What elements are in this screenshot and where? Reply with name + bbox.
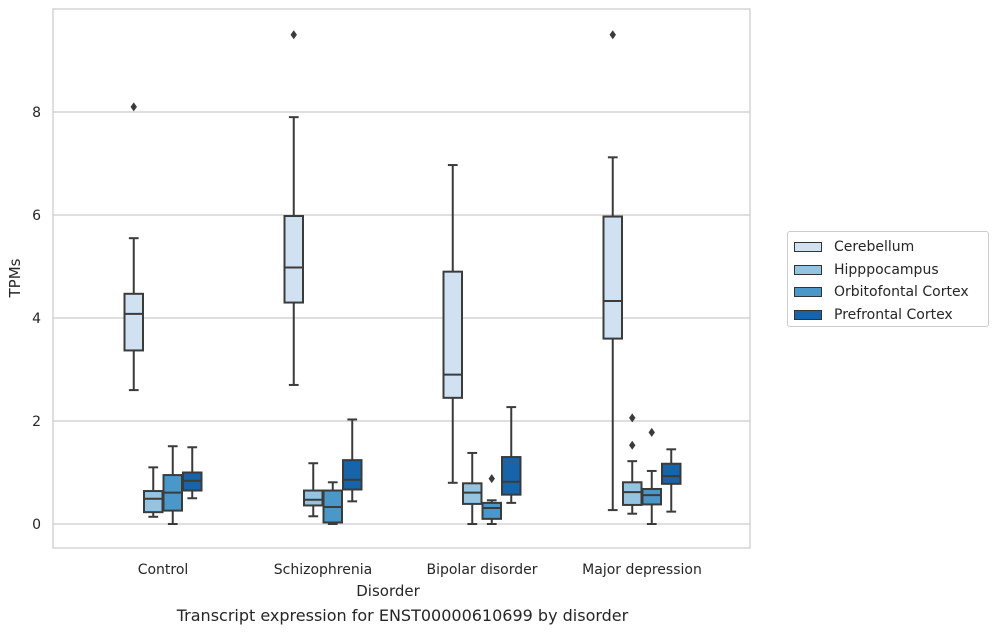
outlier-point [609, 30, 616, 40]
box-iqr [481, 501, 502, 520]
box-prefrontal-cortex [342, 418, 363, 503]
legend-swatch [794, 309, 822, 320]
y-tick-label: 0 [32, 517, 41, 533]
legend-swatch [794, 242, 822, 253]
box-iqr [442, 270, 463, 399]
y-tick-label: 6 [32, 208, 41, 224]
y-axis-label: TPMs [6, 258, 24, 298]
outlier-point [488, 474, 495, 484]
box-prefrontal-cortex [501, 406, 522, 504]
box-cerebellum [442, 164, 463, 484]
x-tick-label: Bipolar disorder [426, 562, 537, 578]
box-iqr [143, 490, 164, 514]
legend-item: Prefrontal Cortex [794, 304, 982, 327]
legend-item: Orbitofontal Cortex [794, 281, 982, 304]
legend: Cerebellum Hipppocampus Orbitofontal Corte… [787, 231, 989, 327]
legend-label: Hipppocampus [834, 261, 939, 278]
plot-frame [52, 8, 751, 549]
box-hipppocampus [622, 413, 643, 515]
box-prefrontal-cortex [661, 448, 682, 513]
legend-item: Hipppocampus [794, 259, 982, 282]
box-iqr [283, 215, 304, 304]
outlier-point [130, 102, 137, 112]
box-iqr [462, 482, 483, 505]
box-hipppocampus [303, 462, 324, 518]
legend-swatch [794, 264, 822, 275]
legend-swatch [794, 287, 822, 298]
box-iqr [501, 456, 522, 496]
x-axis-label: Disorder [356, 582, 420, 600]
legend-label: Orbitofontal Cortex [834, 284, 969, 301]
outlier-point [290, 30, 297, 40]
box-cerebellum [283, 30, 304, 386]
x-tick-label: Control [138, 562, 189, 578]
chart-caption: Transcript expression for ENST0000061069… [176, 606, 629, 625]
legend-label: Cerebellum [834, 239, 915, 256]
box-orbitofontal-cortex [322, 481, 343, 525]
x-tick-label: Major depression [582, 562, 702, 578]
box-orbitofontal-cortex [641, 427, 662, 525]
box-iqr [602, 215, 623, 340]
outlier-point [629, 440, 636, 450]
box-iqr [342, 459, 363, 491]
box-prefrontal-cortex [182, 446, 203, 500]
box-iqr [641, 487, 662, 506]
box-cerebellum [123, 102, 144, 392]
y-tick-label: 8 [32, 105, 41, 121]
x-tick-label: Schizophrenia [274, 562, 372, 578]
y-tick-label: 2 [32, 414, 41, 430]
legend-item: Cerebellum [794, 236, 982, 259]
legend-label: Prefrontal Cortex [834, 306, 953, 323]
box-iqr [303, 489, 324, 507]
box-iqr [622, 481, 643, 506]
box-iqr [661, 462, 682, 485]
outlier-point [629, 413, 636, 423]
box-orbitofontal-cortex [162, 445, 183, 525]
box-orbitofontal-cortex [481, 474, 502, 525]
plot-background [53, 9, 750, 548]
box-cerebellum [602, 30, 623, 512]
y-tick-label: 4 [32, 311, 41, 327]
box-iqr [123, 292, 144, 352]
outlier-point [648, 427, 655, 437]
box-hipppocampus [462, 451, 483, 525]
